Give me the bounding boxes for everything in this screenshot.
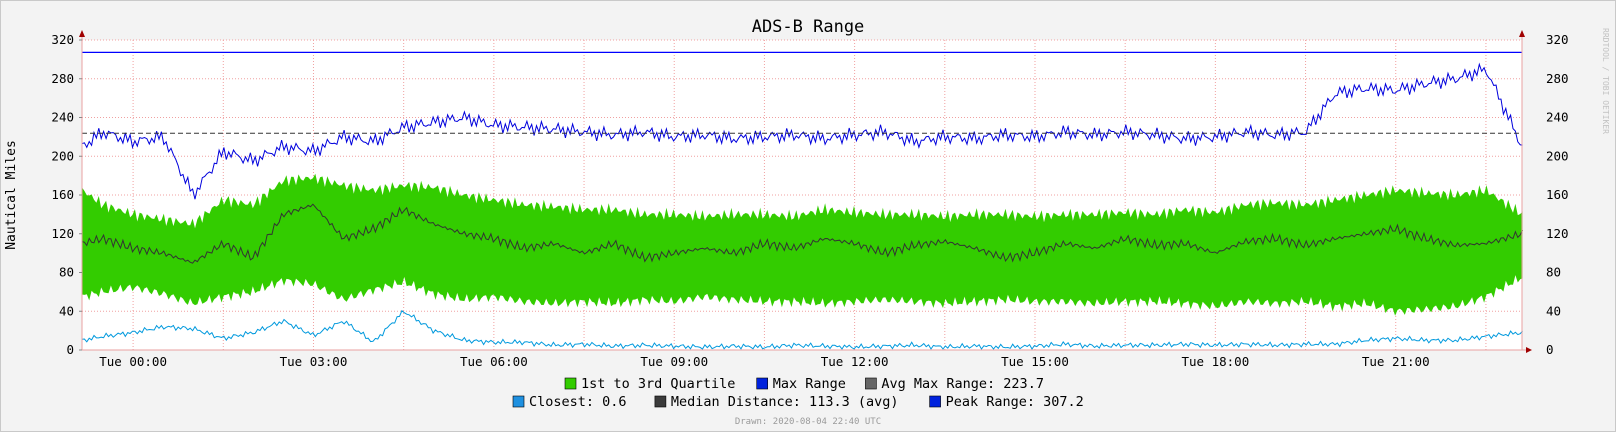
y-tick-label-left: 240 bbox=[51, 110, 74, 125]
legend-swatch bbox=[756, 377, 769, 390]
y-tick-label-right: 120 bbox=[1546, 226, 1569, 241]
y-tick-label-right: 40 bbox=[1546, 303, 1561, 318]
legend-swatch bbox=[654, 395, 667, 408]
legend-swatch bbox=[512, 395, 525, 408]
x-tick-label: Tue 21:00 bbox=[1362, 354, 1430, 369]
x-tick-label: Tue 00:00 bbox=[99, 354, 167, 369]
dashed-swatch-icon bbox=[865, 377, 877, 390]
y-tick-label-right: 160 bbox=[1546, 187, 1569, 202]
legend-swatch bbox=[564, 377, 577, 390]
x-tick-label: Tue 03:00 bbox=[280, 354, 348, 369]
y-tick-label-left: 80 bbox=[59, 265, 74, 280]
median-distance-line bbox=[81, 203, 1524, 264]
y-tick-label-left: 280 bbox=[51, 71, 74, 86]
y-tick-label-right: 200 bbox=[1546, 148, 1569, 163]
y-tick-label-right: 0 bbox=[1546, 342, 1554, 357]
y-axis-arrow-icon bbox=[79, 30, 85, 37]
x-tick-label: Tue 18:00 bbox=[1181, 354, 1249, 369]
chart-title: ADS-B Range bbox=[752, 17, 865, 37]
legend-label: 1st to 3rd Quartile bbox=[581, 376, 735, 392]
y-tick-label-left: 40 bbox=[59, 303, 74, 318]
y-axis-label: Nautical Miles bbox=[4, 140, 19, 250]
x-tick-label: Tue 15:00 bbox=[1001, 354, 1069, 369]
x-tick-label: Tue 12:00 bbox=[821, 354, 889, 369]
y-tick-label-right: 320 bbox=[1546, 32, 1569, 47]
x-tick-label: Tue 09:00 bbox=[640, 354, 708, 369]
y-tick-label-left: 160 bbox=[51, 187, 74, 202]
drawn-timestamp: Drawn: 2020-08-04 22:40 UTC bbox=[735, 417, 881, 427]
legend-label: Median Distance: 113.3 (avg) bbox=[671, 394, 899, 410]
quartile-band bbox=[82, 173, 1523, 316]
x-axis-arrow-icon bbox=[1526, 347, 1532, 353]
y-tick-label-left: 200 bbox=[51, 148, 74, 163]
y-tick-label-right: 80 bbox=[1546, 265, 1561, 280]
y-tick-label-left: 320 bbox=[51, 32, 74, 47]
y-tick-label-left: 0 bbox=[66, 342, 74, 357]
y-axis-arrow-icon bbox=[1519, 30, 1525, 37]
rrdtool-watermark: RRDTOOL / TOBI OETIKER bbox=[1601, 28, 1610, 134]
closest-line bbox=[81, 309, 1523, 350]
y-tick-label-right: 240 bbox=[1546, 110, 1569, 125]
legend-label: Max Range bbox=[773, 376, 846, 392]
x-tick-label: Tue 06:00 bbox=[460, 354, 528, 369]
legend-swatch bbox=[929, 395, 941, 408]
y-tick-label-left: 120 bbox=[51, 226, 74, 241]
y-tick-label-right: 280 bbox=[1546, 71, 1569, 86]
legend-label: Peak Range: 307.2 bbox=[946, 394, 1084, 410]
legend-label: Avg Max Range: 223.7 bbox=[881, 376, 1044, 392]
legend-label: Closest: 0.6 bbox=[529, 394, 627, 410]
